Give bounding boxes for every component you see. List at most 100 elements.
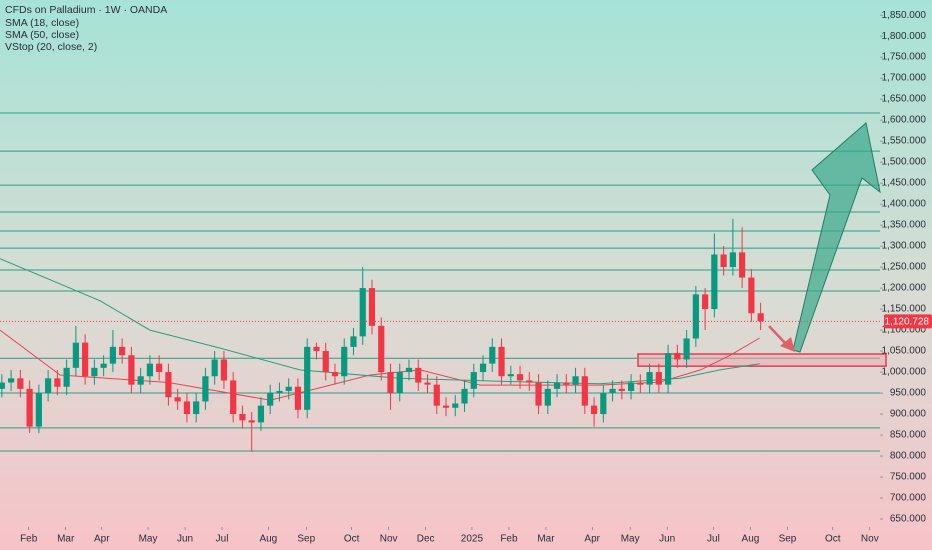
candle <box>276 382 283 402</box>
candle-body <box>461 388 468 404</box>
candle-body <box>183 401 191 415</box>
x-tick-label: Oct <box>825 534 841 545</box>
candle <box>267 384 274 415</box>
candle <box>683 330 690 368</box>
candle-body <box>359 288 366 337</box>
candle-body <box>54 378 61 387</box>
candle-body <box>683 338 690 360</box>
x-tick-label: Apr <box>94 534 110 545</box>
candle <box>387 363 394 410</box>
sma-line <box>0 329 760 401</box>
zone <box>637 353 887 367</box>
candle-body <box>294 386 302 410</box>
candle <box>137 367 144 394</box>
candle-body <box>590 405 598 415</box>
candle <box>702 288 709 331</box>
candle <box>563 374 570 394</box>
candle <box>498 338 505 385</box>
candle <box>119 338 126 364</box>
candle-body <box>313 346 320 352</box>
candle <box>128 346 135 394</box>
candle <box>452 395 459 417</box>
candle-body <box>230 380 237 415</box>
candle <box>609 380 616 402</box>
candle <box>470 363 477 398</box>
candle <box>757 302 764 331</box>
last-price-badge <box>884 314 932 329</box>
indicator-label: VStop (20, close, 2) <box>5 41 97 53</box>
down-arrow-annotation <box>768 325 795 352</box>
y-tick-label: 1,500.000 <box>882 157 927 168</box>
y-tick-label: 1,150.000 <box>882 304 927 315</box>
candle <box>211 351 218 385</box>
candle <box>711 233 718 318</box>
y-tick-label: 1,400.000 <box>882 199 927 210</box>
candle <box>646 363 653 394</box>
candle <box>739 227 746 289</box>
y-tick-label: 1,100.000 <box>882 325 927 336</box>
candle <box>618 380 625 400</box>
candle <box>82 334 89 385</box>
y-tick-label: 1,650.000 <box>882 94 927 105</box>
candle-body <box>174 397 181 402</box>
candle-body <box>91 367 98 377</box>
candle-body <box>553 382 561 389</box>
candle-body <box>526 380 533 383</box>
candle-body <box>368 288 376 326</box>
candle <box>165 363 172 406</box>
y-tick-label: 750.000 <box>890 472 927 483</box>
candle <box>322 342 329 381</box>
candle-body <box>405 367 413 373</box>
candle-body <box>655 372 662 385</box>
x-tick-label: Sep <box>779 534 797 545</box>
up-arrow-annotation <box>792 122 881 353</box>
x-tick-label: May <box>139 534 158 545</box>
candle-body <box>535 382 542 406</box>
x-tick-label: Oct <box>344 534 360 545</box>
candle-body <box>489 346 496 364</box>
candle-body <box>627 382 635 391</box>
candle-body <box>507 374 514 377</box>
candle-body <box>119 346 126 356</box>
y-tick-label: 900.000 <box>890 409 927 420</box>
candle-body <box>720 254 727 268</box>
candle <box>433 376 440 415</box>
candle <box>0 374 5 398</box>
candle <box>405 359 413 381</box>
candle-body <box>202 376 209 402</box>
candle-body <box>415 367 422 383</box>
x-tick-label: Nov <box>861 534 879 545</box>
candle-body <box>544 388 551 406</box>
candle <box>516 365 524 389</box>
candle <box>54 369 61 396</box>
candle <box>396 363 403 402</box>
candle-body <box>757 313 764 322</box>
candle <box>45 369 52 402</box>
candle <box>415 359 422 391</box>
candle-body <box>350 336 357 347</box>
candle <box>331 363 339 385</box>
candle-body <box>156 363 163 373</box>
candle <box>109 330 116 373</box>
candle <box>590 397 598 427</box>
candle <box>461 380 468 412</box>
candle-body <box>35 393 42 427</box>
candle <box>35 384 42 433</box>
indicator-label: SMA (50, close) <box>5 29 79 41</box>
x-tick-label: Feb <box>500 534 518 545</box>
candle <box>378 317 385 381</box>
candle <box>553 374 561 398</box>
candle <box>91 359 98 385</box>
candle-body <box>637 382 644 385</box>
x-tick-label: Jun <box>177 534 193 545</box>
candle-body <box>322 351 329 373</box>
candle <box>146 355 154 385</box>
candle-body <box>600 393 607 415</box>
candle <box>285 378 292 400</box>
candle-body <box>711 254 718 310</box>
candle <box>664 344 672 394</box>
candle-body <box>739 252 746 278</box>
candle <box>26 380 33 433</box>
candle-body <box>341 346 348 377</box>
